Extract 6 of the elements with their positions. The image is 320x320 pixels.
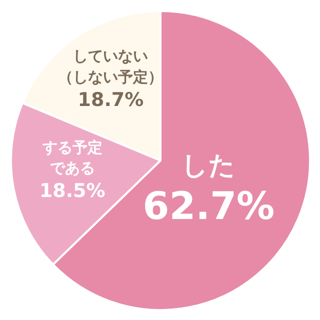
data-label: 18.7% (78, 88, 144, 111)
slice-label: する予定である (41, 138, 102, 178)
data-label: 18.5% (39, 180, 106, 202)
data-label: 62.7% (142, 184, 275, 228)
slice-label: した (182, 150, 236, 181)
slice-label: していない（しない予定） (58, 47, 164, 86)
